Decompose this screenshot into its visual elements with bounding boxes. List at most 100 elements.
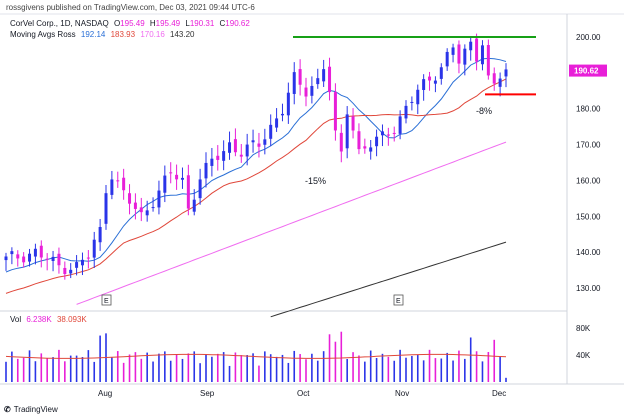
ma21-value: 183.93 [110,30,136,39]
candle-body [328,66,332,93]
candle-body [133,202,137,209]
candle-body [257,143,261,147]
current-price-tag [569,64,607,77]
ohlc-open: 195.49 [120,19,145,28]
candle-body [128,193,132,204]
candle-body [286,92,290,116]
candle-body [180,177,184,180]
price-tick-label: 160.00 [576,176,601,185]
ma-label: Moving Avgs Ross [10,30,76,39]
ma21-line [5,78,507,294]
candle-body [104,193,108,224]
candle-body [80,259,84,266]
price-tick-label: 130.00 [576,284,601,293]
ohlc-l-label: L [185,19,190,28]
candle-body [292,72,296,94]
publisher-bar: rossgivens published on TradingView.com,… [0,0,624,14]
earnings-marker-aug[interactable]: E [104,298,109,305]
annotation-pullback-8: -8% [476,106,492,116]
ohlc-low: 190.31 [189,19,215,28]
candle-body [269,124,273,139]
candle-body [151,207,155,209]
candle-body [428,76,432,81]
candle-body [216,155,220,160]
candle-body [245,144,249,157]
candle-body [445,51,449,67]
candle-body [304,87,308,97]
candle-body [451,47,455,55]
ma10-value: 192.14 [80,30,106,39]
earnings-marker-aug-box[interactable] [101,294,112,306]
price-tick-label: 150.00 [576,212,601,221]
candle-body [357,131,361,150]
ma50-value: 170.16 [140,30,165,39]
x-axis-label-nov: Nov [395,389,409,398]
candle-body [280,113,284,116]
candle-body [92,239,96,258]
candle-body [469,41,473,51]
annotation-pullback-15: -15% [305,176,326,186]
candle-body [363,146,367,149]
candle-body [222,151,226,161]
ma-legend: Moving Avgs Ross 192.14 183.93 170.16 14… [10,30,197,39]
candle-body [233,139,237,153]
candle-body [192,199,196,212]
candle-body [316,78,320,85]
vol-ma-value: 38.093K [56,315,87,324]
earnings-marker-nov-box[interactable] [393,294,404,306]
candle-body [380,131,384,136]
vol-label: Vol [10,315,22,324]
candle-body [410,101,414,103]
price-tick-label: 140.00 [576,248,601,257]
candle-body [392,132,396,134]
ohlc-c-label: C [219,19,226,28]
candle-body [386,134,390,136]
candle-body [204,162,208,179]
candle-body [398,116,402,134]
vol-value: 6.238K [26,315,52,324]
candle-body [416,89,420,105]
earnings-marker-nov[interactable]: E [396,298,401,305]
brand-text: TradingView [13,405,58,414]
candle-body [16,254,20,259]
candle-body [63,267,67,274]
candle-body [45,258,49,260]
candle-body [110,179,114,195]
candle-body [251,140,255,143]
x-axis-label-oct: Oct [297,389,310,398]
candle-body [263,139,267,145]
candle-body [51,256,55,262]
candle-body [492,73,496,84]
candle-body [57,253,61,266]
candle-body [145,210,149,216]
candle-body [69,269,73,274]
x-axis-label-aug: Aug [98,389,112,398]
price-tick-label: 180.00 [576,105,601,114]
candle-body [33,248,37,257]
candle-body [439,67,443,79]
candle-body [333,92,337,131]
ma50-line [76,141,507,305]
ma200-value: 143.20 [170,30,195,39]
candle-body [480,45,484,65]
candle-body [404,105,408,119]
candle-body [486,45,490,76]
candle-body [10,251,14,255]
candle-body [169,172,173,174]
symbol-legend: CorVel Corp., 1D, NASDAQ O195.49 H195.49… [10,19,253,28]
volume-tick-label: 80K [576,324,591,333]
ohlc-o-label: O [113,19,121,28]
candle-body [210,158,214,166]
candle-body [39,245,43,258]
candle-body [22,256,26,263]
candle-body [122,177,126,191]
publisher-text: rossgivens published on TradingView.com,… [6,3,255,12]
volume-ma-line [5,353,507,359]
candle-body [86,257,90,259]
candle-body [116,180,120,182]
candle-body [275,118,279,128]
tradingview-brand[interactable]: ✆ TradingView [4,405,58,414]
candle-body [298,69,302,85]
candle-body [163,175,167,193]
